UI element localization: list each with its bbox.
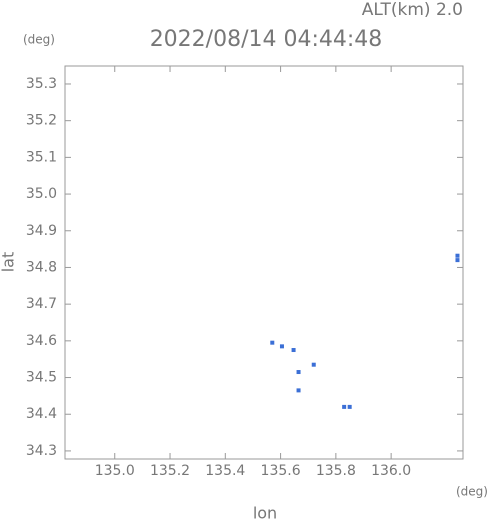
y-tick-label: 35.0 — [26, 186, 57, 202]
point — [296, 370, 301, 375]
x-tick-label: 136.0 — [371, 463, 411, 479]
y-tick-label: 34.3 — [26, 443, 57, 459]
y-tick-label: 34.9 — [26, 223, 57, 239]
point — [279, 344, 284, 349]
x-tick-label: 135.6 — [261, 463, 301, 479]
altitude-label: ALT(km) 2.0 — [362, 0, 463, 20]
x-unit: (deg) — [456, 485, 488, 499]
x-tick-label: 135.2 — [150, 463, 190, 479]
chart-title: 2022/08/14 04:44:48 — [150, 27, 383, 52]
point — [270, 340, 275, 345]
point — [347, 404, 352, 409]
y-tick-label: 34.4 — [26, 406, 57, 422]
point — [296, 388, 301, 393]
y-tick-label: 34.7 — [26, 296, 57, 312]
point — [455, 258, 460, 263]
y-unit: (deg) — [23, 33, 55, 47]
x-tick-label: 135.0 — [95, 463, 135, 479]
y-tick-label: 35.2 — [26, 113, 57, 129]
point — [291, 348, 296, 353]
plot-frame — [64, 65, 464, 460]
y-tick-label: 34.6 — [26, 333, 57, 349]
y-tick-label: 35.1 — [26, 149, 57, 165]
y-tick-label: 34.5 — [26, 370, 57, 386]
y-tick-label: 34.8 — [26, 259, 57, 275]
x-tick-label: 135.8 — [316, 463, 356, 479]
point — [311, 362, 316, 367]
point — [342, 404, 347, 409]
y-tick-label: 35.3 — [26, 76, 57, 92]
point — [455, 253, 460, 258]
y-axis-label: lat — [0, 252, 18, 273]
x-tick-label: 135.4 — [205, 463, 245, 479]
x-axis-label: lon — [253, 504, 277, 521]
